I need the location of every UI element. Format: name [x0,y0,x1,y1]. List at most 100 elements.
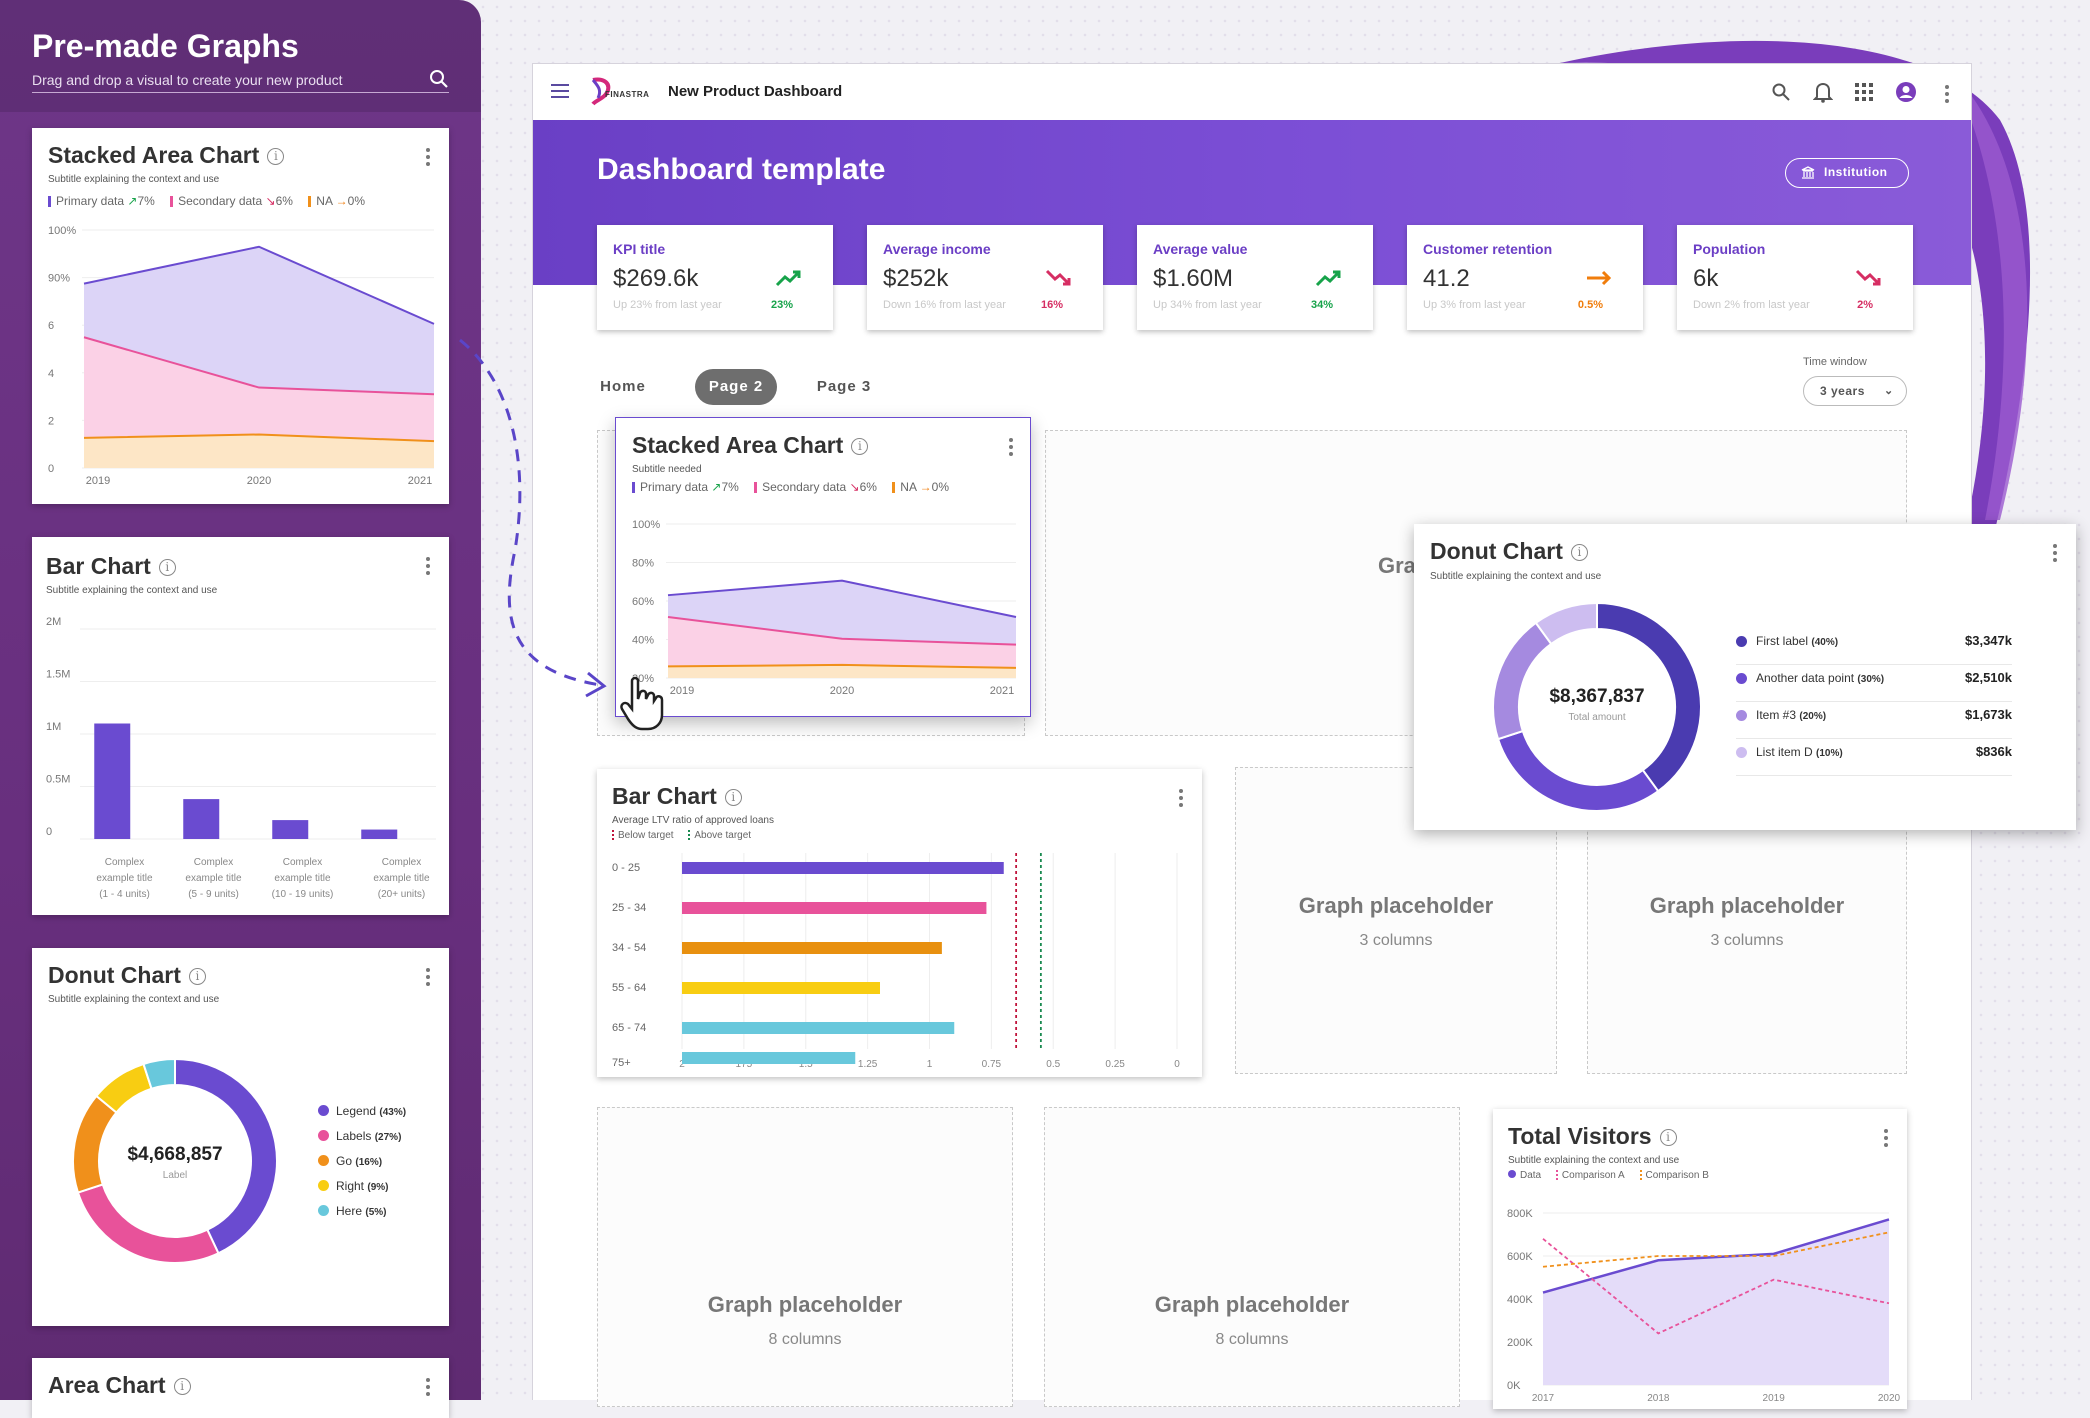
more-vert-icon[interactable] [425,148,431,169]
graph-placeholder-8col[interactable]: Graph placeholder 8 columns [1044,1107,1460,1407]
trending-up-icon [1315,270,1341,287]
kpi-percent: 2% [1857,299,1873,311]
tab-page-2[interactable]: Page 2 [695,369,777,405]
more-vert-icon[interactable] [425,557,431,578]
placeholder-title: Gra [1378,553,1416,578]
kpi-card[interactable]: Average value $1.60M Up 34% from last year… [1137,225,1373,330]
dragging-stacked-area-card[interactable]: Stacked Area Chart i Subtitle needed Prim… [615,417,1031,717]
bar-chart-card[interactable]: Bar Chart i Average LTV ratio of approved… [597,769,1202,1077]
institution-label: Institution [1824,165,1888,179]
donut-chart-popup-card[interactable]: Donut Chart i Subtitle explaining the con… [1414,524,2076,830]
trend-up-icon: ↗ [127,194,138,208]
bar [682,862,1004,874]
tab-home[interactable]: Home [600,378,646,395]
legend-label: Go [336,1154,353,1168]
trend-up-icon: ↗ [711,480,722,494]
x-tick-label: 2021 [990,685,1014,697]
menu-icon[interactable] [551,84,569,98]
x-tick-label: Complex [283,857,322,868]
y-tick-label: 100% [632,519,660,531]
trend-arrow [1855,269,1881,286]
kpi-subtext: Up 34% from last year [1153,299,1262,311]
more-vert-icon[interactable] [1883,1129,1889,1150]
x-tick-label: 2018 [1647,1393,1670,1404]
legend-label: Right [336,1179,365,1193]
more-vert-icon[interactable] [425,1378,431,1399]
notifications-bell-icon[interactable] [1813,81,1833,103]
more-vert-icon[interactable] [1008,438,1014,459]
time-window-label: Time window [1803,356,1867,368]
card-subtitle: Average LTV ratio of approved loans [612,815,774,826]
kpi-card[interactable]: Average income $252k Down 16% from last ye… [867,225,1103,330]
trend-flat-icon: → [919,480,932,494]
sidebar-card-donut[interactable]: Donut Chart i Subtitle explaining the con… [32,948,449,1326]
legend-dot [318,1155,329,1166]
line-comparison-a [1542,1238,1890,1335]
tab-page-3[interactable]: Page 3 [816,378,872,395]
x-tick-label: example title [373,873,430,884]
bar [682,902,987,914]
legend-row: List item D (10%) $836k [1736,739,2012,776]
card-title: Bar Chart i [46,553,176,580]
time-window-select[interactable]: 3 years ⌄ [1803,376,1907,406]
total-visitors-card[interactable]: Total Visitors i Subtitle explaining the … [1493,1109,1907,1409]
info-icon[interactable]: i [1659,1129,1677,1147]
legend-item: NA →0% [892,480,949,494]
bank-icon [1801,166,1815,179]
info-icon[interactable]: i [188,968,206,986]
legend-dot [318,1205,329,1216]
kpi-value: 41.2 [1423,265,1470,292]
x-tick-label: (1 - 4 units) [99,889,150,900]
info-icon[interactable]: i [267,148,285,166]
drag-path-arrow [459,338,607,698]
y-tick-label: 75+ [612,1057,631,1069]
x-tick-label: 1.5 [799,1059,813,1070]
legend-percent: (43%) [379,1107,407,1118]
legend-item: Here (5%) [318,1204,406,1218]
kpi-card[interactable]: Customer retention 41.2 Up 3% from last ye… [1407,225,1643,330]
more-vert-icon[interactable] [1944,85,1950,106]
info-icon[interactable]: i [173,1378,191,1396]
card-subtitle: Subtitle explaining the context and use [1508,1155,1680,1166]
x-tick-label: (5 - 9 units) [188,889,239,900]
search-icon[interactable] [428,68,450,90]
legend-label: List item D (10%) [1756,745,1843,759]
y-tick-label: 200K [1507,1337,1533,1349]
legend-label: Labels [336,1129,372,1143]
y-tick-label: 0 [46,826,52,838]
legend-dot [1736,747,1747,758]
account-avatar-icon[interactable] [1895,81,1917,103]
info-icon[interactable]: i [724,789,742,807]
placeholder-columns: 8 columns [1215,1331,1289,1348]
institution-button[interactable]: Institution [1785,158,1909,188]
kpi-title: Average income [883,241,991,257]
donut-chart [72,1057,278,1264]
kpi-card[interactable]: KPI title $269.6k Up 23% from last year 23% [597,225,833,330]
sidebar-card-bar[interactable]: Bar Chart i Subtitle explaining the conte… [32,537,449,915]
sidebar-card-stacked-area[interactable]: Stacked Area Chart i Subtitle explaining … [32,128,449,504]
graph-placeholder-8col[interactable]: Graph placeholder 8 columns [597,1107,1013,1407]
info-icon[interactable]: i [851,438,869,456]
line-data [1542,1218,1890,1294]
bar-chart: 0 0.5M 1M 1.5M 2M Complex example title (1 - 4 … [46,616,436,900]
x-tick-label: 0 [1174,1059,1180,1070]
kpi-card[interactable]: Population 6k Down 2% from last year 2% [1677,225,1913,330]
more-vert-icon[interactable] [2052,544,2058,565]
apps-grid-icon[interactable] [1855,83,1873,101]
arrow-right-icon [1587,270,1612,286]
search-icon[interactable] [1771,82,1791,102]
legend-item: Below target [612,830,674,841]
y-tick-label: 1.5M [46,669,70,681]
kpi-subtext: Up 23% from last year [613,299,722,311]
sidebar-card-area[interactable]: Area Chart i [32,1358,449,1418]
legend-row: Item #3 (20%) $1,673k [1736,702,2012,739]
info-icon[interactable]: i [158,559,176,577]
legend-dot [318,1180,329,1191]
more-vert-icon[interactable] [425,968,431,989]
x-tick-label: (10 - 19 units) [272,889,334,900]
legend-item: Secondary data ↘6% [170,194,293,208]
info-icon[interactable]: i [1570,544,1588,562]
more-vert-icon[interactable] [1178,789,1184,810]
sidebar-title: Pre-made Graphs [32,28,299,64]
trending-down-icon [1855,269,1881,286]
